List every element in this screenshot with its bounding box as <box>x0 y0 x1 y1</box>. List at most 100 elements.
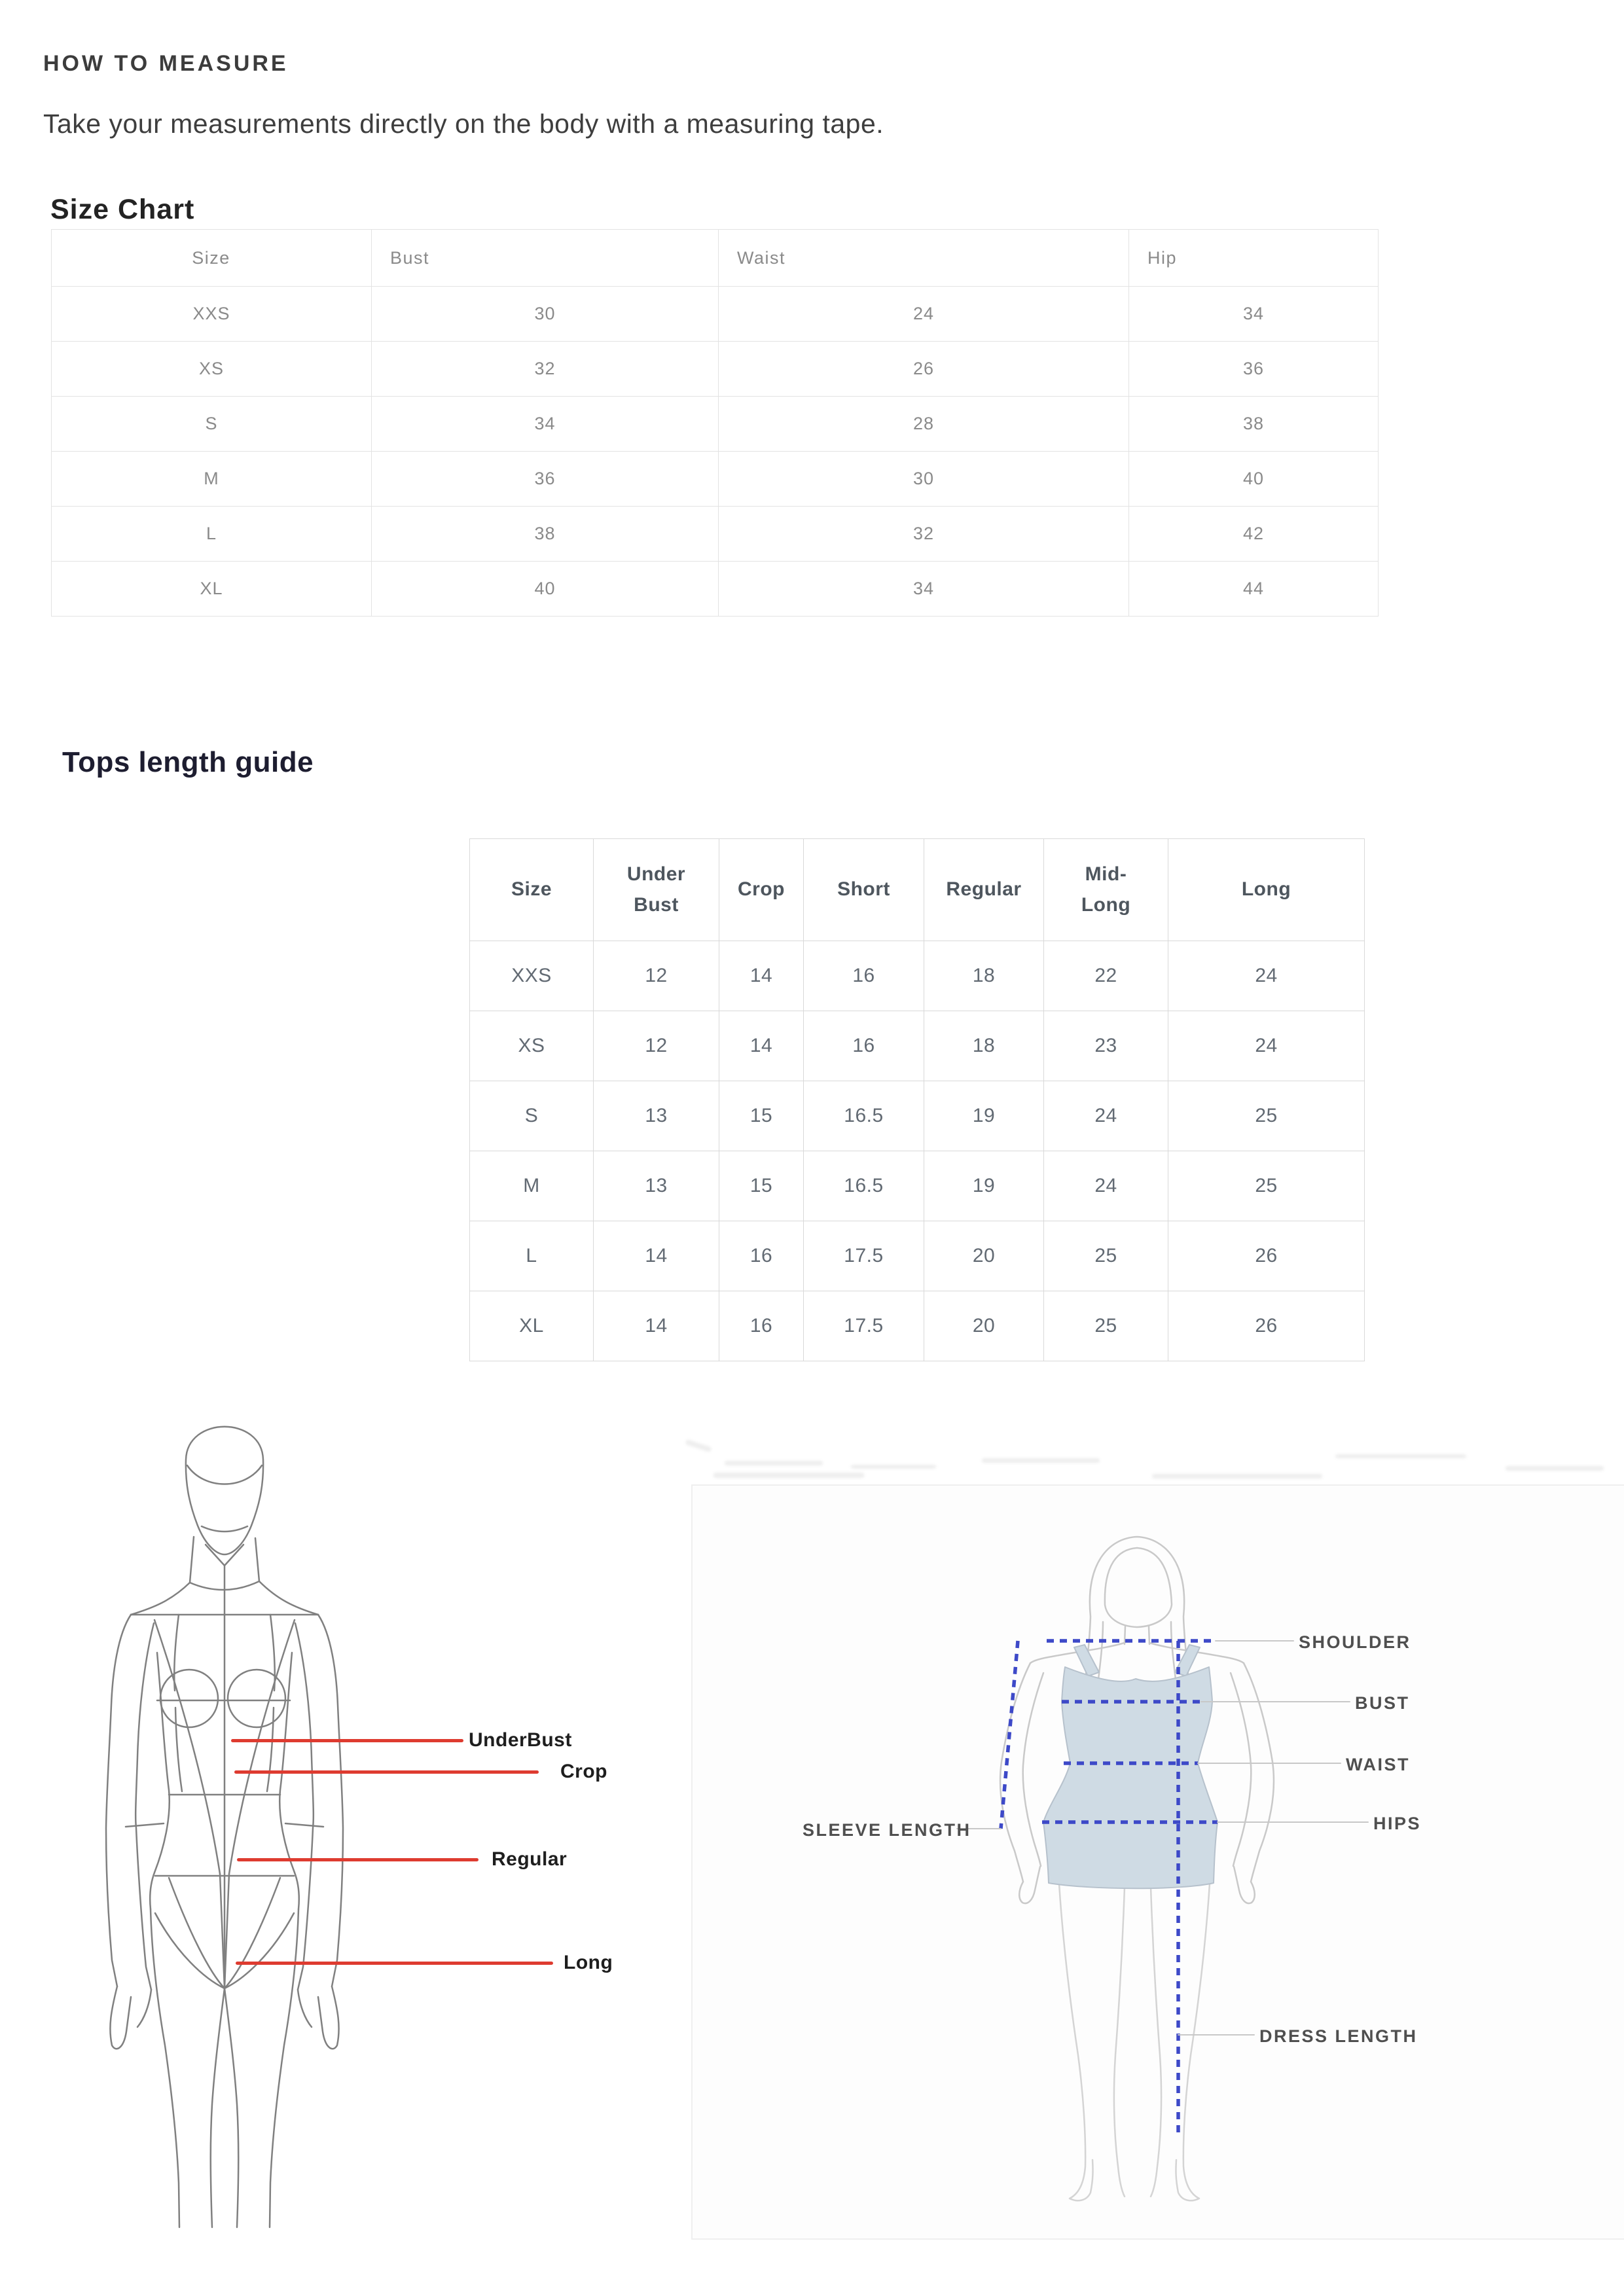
cell-size: L <box>51 506 372 562</box>
shoulder-label: SHOULDER <box>1299 1632 1411 1652</box>
underbust-measure-line <box>231 1739 463 1742</box>
table-row: XS 12 14 16 18 23 24 <box>469 1011 1365 1081</box>
croquis-figure-illustration <box>105 1426 344 2229</box>
cell-waist: 26 <box>718 341 1129 397</box>
cell: 26 <box>1168 1221 1365 1291</box>
long-measure-line <box>236 1962 553 1965</box>
table-row: L 38 32 42 <box>51 506 1379 562</box>
table-row: M 13 15 16.5 19 24 25 <box>469 1151 1365 1221</box>
dress-measure-diagram: SHOULDER BUST WAIST HIPS SLEEVE LENGTH D… <box>691 1484 1624 2240</box>
regular-label: Regular <box>492 1848 568 1870</box>
column-header-regular: Regular <box>924 838 1044 941</box>
cell: XXS <box>469 941 594 1011</box>
cell: 15 <box>719 1151 804 1221</box>
cell: 20 <box>924 1221 1044 1291</box>
size-chart-table: Size Bust Waist Hip XXS 30 24 34 XS 32 2… <box>51 229 1379 617</box>
cell-bust: 32 <box>371 341 719 397</box>
table-row: XS 32 26 36 <box>51 341 1379 397</box>
cell-hip: 38 <box>1128 396 1379 452</box>
cell-bust: 38 <box>371 506 719 562</box>
cell-waist: 24 <box>718 286 1129 342</box>
table-header-row: Size Bust Waist Hip <box>51 229 1379 287</box>
table-row: S 34 28 38 <box>51 396 1379 452</box>
cell-bust: 40 <box>371 561 719 617</box>
cell-hip: 34 <box>1128 286 1379 342</box>
table-header-row: Size Under Bust Crop Short Regular Mid- … <box>469 838 1365 941</box>
cell-size: M <box>51 451 372 507</box>
column-header-bust: Bust <box>371 229 719 287</box>
cell: 12 <box>593 1011 719 1081</box>
cell: 25 <box>1043 1221 1168 1291</box>
cell-size: XL <box>51 561 372 617</box>
cell: 16.5 <box>803 1151 924 1221</box>
underbust-label: UnderBust <box>469 1729 572 1751</box>
cell: 19 <box>924 1081 1044 1151</box>
cell-size: S <box>51 396 372 452</box>
cell: 25 <box>1168 1081 1365 1151</box>
dress-figure-illustration <box>956 1535 1369 2202</box>
column-header-long: Long <box>1168 838 1365 941</box>
bust-label: BUST <box>1355 1693 1410 1713</box>
column-header-waist: Waist <box>718 229 1129 287</box>
cell: M <box>469 1151 594 1221</box>
cell: 25 <box>1168 1151 1365 1221</box>
column-header-under-bust: Under Bust <box>593 838 719 941</box>
tops-length-guide-table: Size Under Bust Crop Short Regular Mid- … <box>469 838 1365 1361</box>
cell-bust: 34 <box>371 396 719 452</box>
column-header-size: Size <box>51 229 372 287</box>
page-title: HOW TO MEASURE <box>43 51 289 76</box>
cell-hip: 36 <box>1128 341 1379 397</box>
table-row: XXS 30 24 34 <box>51 286 1379 342</box>
regular-measure-line <box>237 1858 478 1861</box>
cell: 19 <box>924 1151 1044 1221</box>
cell: 14 <box>719 1011 804 1081</box>
sleeve-length-label: SLEEVE LENGTH <box>803 1820 971 1840</box>
cell-size: XXS <box>51 286 372 342</box>
long-label: Long <box>564 1952 613 1973</box>
table-row: XXS 12 14 16 18 22 24 <box>469 941 1365 1011</box>
cell: L <box>469 1221 594 1291</box>
table-row: XL 14 16 17.5 20 25 26 <box>469 1291 1365 1361</box>
cell: 13 <box>593 1151 719 1221</box>
cell: 16 <box>719 1291 804 1361</box>
cell: 14 <box>593 1221 719 1291</box>
cell: 18 <box>924 941 1044 1011</box>
column-header-crop: Crop <box>719 838 804 941</box>
cell: S <box>469 1081 594 1151</box>
column-header-short: Short <box>803 838 924 941</box>
cell: 24 <box>1043 1151 1168 1221</box>
cell-hip: 44 <box>1128 561 1379 617</box>
cell: 20 <box>924 1291 1044 1361</box>
cell-waist: 30 <box>718 451 1129 507</box>
cell-waist: 34 <box>718 561 1129 617</box>
cell: 14 <box>719 941 804 1011</box>
cell: 24 <box>1168 1011 1365 1081</box>
cell: 23 <box>1043 1011 1168 1081</box>
table-row: M 36 30 40 <box>51 451 1379 507</box>
table-row: S 13 15 16.5 19 24 25 <box>469 1081 1365 1151</box>
column-header-size: Size <box>469 838 594 941</box>
cell: 24 <box>1043 1081 1168 1151</box>
cell: XS <box>469 1011 594 1081</box>
table-row: L 14 16 17.5 20 25 26 <box>469 1221 1365 1291</box>
cell: 14 <box>593 1291 719 1361</box>
crop-measure-line <box>234 1770 539 1774</box>
cell: 26 <box>1168 1291 1365 1361</box>
crop-label: Crop <box>560 1761 607 1782</box>
cell: 16 <box>803 941 924 1011</box>
cell: 12 <box>593 941 719 1011</box>
cell: 17.5 <box>803 1291 924 1361</box>
cell: 16.5 <box>803 1081 924 1151</box>
cell-hip: 42 <box>1128 506 1379 562</box>
measure-instructions: Take your measurements directly on the b… <box>43 109 884 139</box>
cell: XL <box>469 1291 594 1361</box>
size-chart-title: Size Chart <box>50 194 195 225</box>
column-header-hip: Hip <box>1128 229 1379 287</box>
cell: 13 <box>593 1081 719 1151</box>
cell: 24 <box>1168 941 1365 1011</box>
cell-hip: 40 <box>1128 451 1379 507</box>
cell-bust: 30 <box>371 286 719 342</box>
cell: 16 <box>803 1011 924 1081</box>
waist-label: WAIST <box>1346 1755 1410 1774</box>
